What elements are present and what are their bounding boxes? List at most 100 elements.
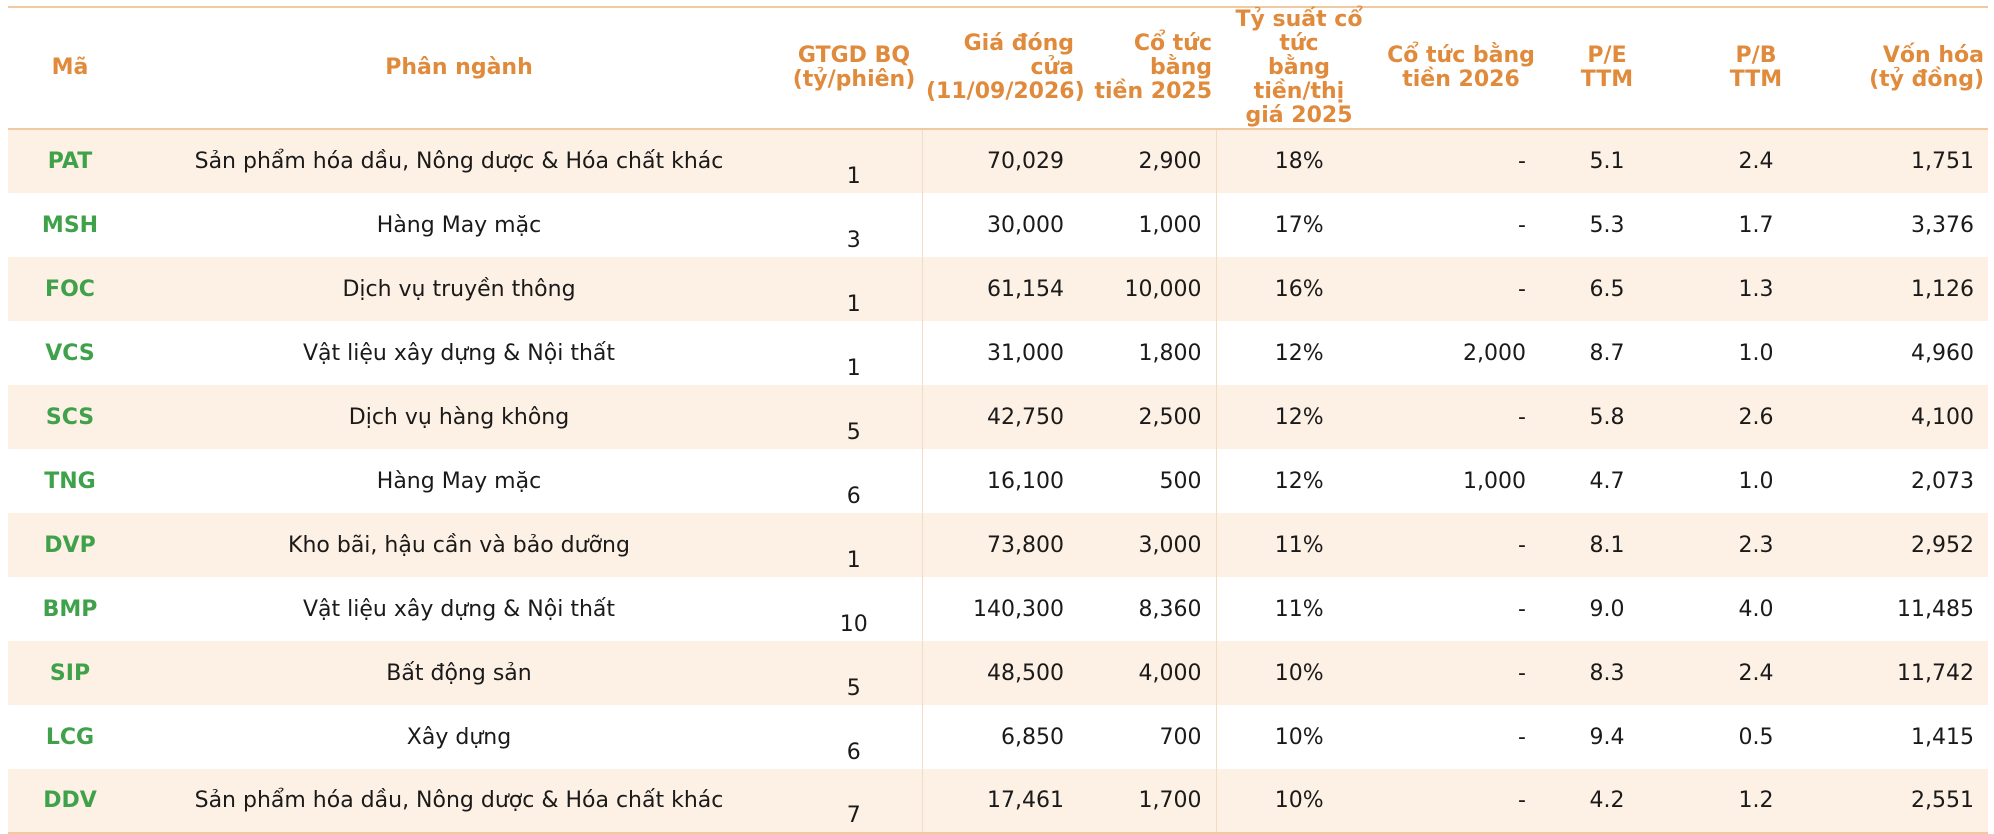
cell-avg-volume: 3 xyxy=(846,228,861,253)
header-div-2026-line2: tiền 2026 xyxy=(1402,67,1520,92)
table-row: MSH Hàng May mặc 3 30,000 1,000 17% - 5.… xyxy=(8,193,1988,257)
header-div-2025: Cổ tức bằng tiền 2025 xyxy=(1078,6,1216,130)
cell-code: VCS xyxy=(45,340,95,366)
cell-div-2025: 2,900 xyxy=(1138,149,1202,174)
header-pb-line2: TTM xyxy=(1729,67,1783,92)
table-row: TNG Hàng May mặc 6 16,100 500 12% 1,000 … xyxy=(8,449,1988,513)
cell-close-price: 17,461 xyxy=(921,769,1078,834)
header-pb-line1: P/B xyxy=(1735,43,1777,68)
header-avg-volume-line1: GTGD BQ xyxy=(797,43,911,68)
cell-avg-volume: 7 xyxy=(786,769,922,834)
cell-yield-2025: 12% xyxy=(1215,449,1382,513)
header-code-label: Mã xyxy=(51,55,89,80)
cell-market-cap: 11,485 xyxy=(1897,596,1974,622)
cell-sector: Dịch vụ hàng không xyxy=(348,404,570,430)
cell-code: LCG xyxy=(45,724,95,750)
cell-pb: 0.5 xyxy=(1738,724,1774,750)
cell-div-2026: - xyxy=(1518,532,1526,558)
table-row: SCS Dịch vụ hàng không 5 42,750 2,500 12… xyxy=(8,385,1988,449)
cell-avg-volume: 1 xyxy=(846,356,861,381)
cell-yield-2025: 10% xyxy=(1215,769,1382,834)
cell-div-2026: - xyxy=(1518,212,1526,238)
cell-close-price: 42,750 xyxy=(921,385,1078,449)
header-pb: P/B TTM xyxy=(1674,6,1838,130)
header-sector: Phân ngành xyxy=(132,6,786,130)
cell-pb: 2.6 xyxy=(1738,404,1774,430)
header-div-2026: Cổ tức bằng tiền 2026 xyxy=(1382,6,1540,130)
cell-pb: 1.3 xyxy=(1738,276,1774,302)
table-row: FOC Dịch vụ truyền thông 1 61,154 10,000… xyxy=(8,257,1988,321)
header-avg-volume: GTGD BQ (tỷ/phiên) xyxy=(786,6,922,130)
header-close-price: Giá đóng cửa (11/09/2026) xyxy=(922,6,1085,130)
cell-div-2026: - xyxy=(1518,149,1526,174)
header-market-cap: Vốn hóa (tỷ đồng) xyxy=(1838,6,1988,130)
cell-close-price: 70,029 xyxy=(921,129,1078,193)
cell-pb: 1.7 xyxy=(1738,212,1774,238)
cell-sector: Kho bãi, hậu cần và bảo dưỡng xyxy=(288,532,630,558)
header-yield-2025: Tỷ suất cổ tức bằng tiền/thị giá 2025 xyxy=(1216,6,1382,130)
cell-yield-2025: 11% xyxy=(1215,577,1382,641)
cell-yield-2025: 16% xyxy=(1215,257,1382,321)
cell-market-cap: 4,100 xyxy=(1911,404,1974,430)
cell-pe: 4.2 xyxy=(1540,769,1674,834)
cell-div-2025: 1,000 xyxy=(1138,212,1202,238)
header-yield-2025-line2: bằng tiền/thị xyxy=(1253,55,1345,104)
header-row: Mã Phân ngành GTGD BQ (tỷ/phiên) Giá đón… xyxy=(8,6,1988,130)
cell-div-2025: 1,700 xyxy=(1078,769,1216,834)
cell-market-cap: 1,751 xyxy=(1911,149,1974,174)
table-row: SIP Bất động sản 5 48,500 4,000 10% - 8.… xyxy=(8,641,1988,705)
table-row: PAT Sản phẩm hóa dầu, Nông dược & Hóa ch… xyxy=(8,129,1988,193)
cell-div-2025: 3,000 xyxy=(1138,532,1202,558)
header-market-cap-line1: Vốn hóa xyxy=(1882,43,1984,68)
cell-pe: 8.3 xyxy=(1589,660,1625,686)
cell-close-price: 30,000 xyxy=(921,193,1078,257)
cell-sector: Sản phẩm hóa dầu, Nông dược & Hóa chất k… xyxy=(194,149,724,174)
header-pe: P/E TTM xyxy=(1540,6,1674,130)
cell-yield-2025: 12% xyxy=(1215,385,1382,449)
cell-pb: 2.3 xyxy=(1738,532,1774,558)
dividend-stock-table: Mã Phân ngành GTGD BQ (tỷ/phiên) Giá đón… xyxy=(8,6,1988,834)
cell-market-cap: 1,415 xyxy=(1911,724,1974,750)
cell-avg-volume: 10 xyxy=(839,612,868,637)
cell-sector: Dịch vụ truyền thông xyxy=(342,276,576,302)
cell-code: BMP xyxy=(42,596,98,622)
cell-code: DVP xyxy=(44,532,96,558)
cell-close-price: 73,800 xyxy=(921,513,1078,577)
cell-code: TNG xyxy=(44,468,96,494)
cell-pe: 8.7 xyxy=(1589,340,1625,366)
cell-yield-2025: 18% xyxy=(1215,129,1382,193)
cell-market-cap: 3,376 xyxy=(1911,212,1974,238)
cell-avg-volume: 5 xyxy=(846,420,861,445)
cell-yield-2025: 10% xyxy=(1215,641,1382,705)
header-div-2025-line2: tiền 2025 xyxy=(1094,79,1212,104)
cell-div-2026: - xyxy=(1382,769,1540,834)
cell-div-2025: 500 xyxy=(1159,468,1202,494)
header-avg-volume-line2: (tỷ/phiên) xyxy=(792,67,916,92)
table-body: PAT Sản phẩm hóa dầu, Nông dược & Hóa ch… xyxy=(8,129,1988,834)
cell-pe: 5.1 xyxy=(1589,149,1625,174)
cell-div-2026: - xyxy=(1518,404,1526,430)
cell-div-2026: 2,000 xyxy=(1463,340,1526,366)
cell-div-2026: - xyxy=(1518,596,1526,622)
cell-sector: Vật liệu xây dựng & Nội thất xyxy=(302,596,616,622)
cell-yield-2025: 10% xyxy=(1215,705,1382,769)
cell-code: DDV xyxy=(8,769,132,834)
cell-market-cap: 2,952 xyxy=(1911,532,1974,558)
cell-sector: Xây dựng xyxy=(406,724,512,750)
table-row: DDV Sản phẩm hóa dầu, Nông dược & Hóa ch… xyxy=(8,769,1988,834)
table-header: Mã Phân ngành GTGD BQ (tỷ/phiên) Giá đón… xyxy=(8,6,1988,130)
cell-div-2025: 2,500 xyxy=(1138,404,1202,430)
cell-div-2026: - xyxy=(1518,724,1526,750)
cell-yield-2025: 17% xyxy=(1215,193,1382,257)
cell-avg-volume: 1 xyxy=(846,548,861,573)
cell-sector: Sản phẩm hóa dầu, Nông dược & Hóa chất k… xyxy=(132,769,786,834)
cell-market-cap: 4,960 xyxy=(1911,340,1974,366)
header-pe-line1: P/E xyxy=(1587,43,1627,68)
dividend-stock-table-container: Mã Phân ngành GTGD BQ (tỷ/phiên) Giá đón… xyxy=(8,6,1988,834)
cell-pb: 1.0 xyxy=(1738,468,1774,494)
cell-market-cap: 11,742 xyxy=(1897,660,1974,686)
header-close-price-line1: Giá đóng cửa xyxy=(963,31,1074,80)
cell-div-2026: 1,000 xyxy=(1463,468,1526,494)
cell-close-price: 16,100 xyxy=(921,449,1078,513)
cell-div-2026: - xyxy=(1518,276,1526,302)
